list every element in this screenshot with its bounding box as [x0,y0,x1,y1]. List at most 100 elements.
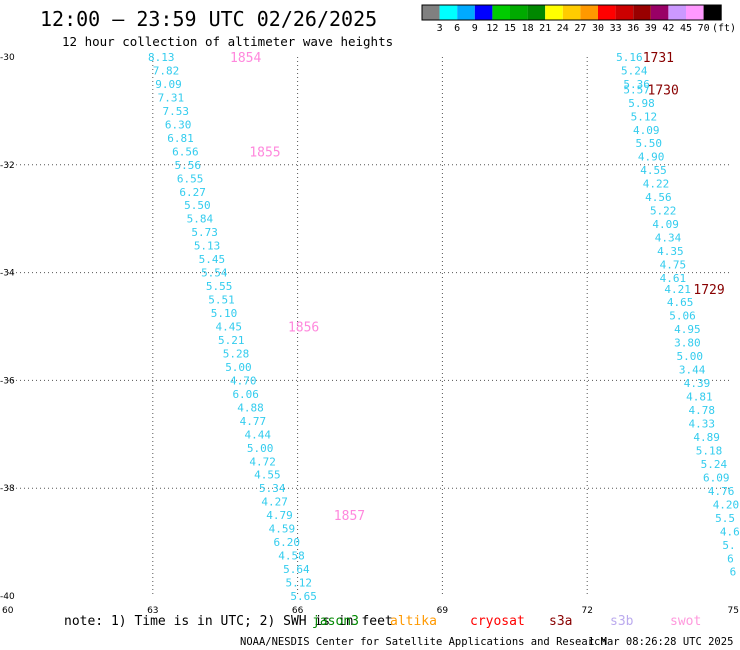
pass-time-label: 1857 [334,509,365,524]
wave-height-value: 7.53 [162,105,189,118]
wave-height-value: 7.82 [153,64,180,77]
wave-height-value: 4.44 [245,428,272,441]
legend-swatch [492,5,510,20]
pass-time-label: 1855 [249,145,280,160]
legend-label: 30 [592,23,604,34]
legend-label: 36 [627,23,639,34]
x-tick-label: 63 [147,606,158,616]
legend-label: 3 [437,23,443,34]
wave-height-value: 3.80 [674,337,701,350]
wave-height-value: 5.00 [676,350,703,363]
y-tick-label: -40 [0,592,15,602]
wave-height-value: 4.45 [216,321,243,334]
pass-time-label: 1731 [643,51,674,66]
wave-height-value: 4.89 [693,431,720,444]
footer-timestamp: 1 Mar 08:26:28 UTC 2025 [588,636,733,648]
legend-label: 42 [662,23,674,34]
legend-swatch [422,5,440,20]
wave-height-value: 5.54 [201,267,228,280]
wave-height-value: 4.6 [720,525,740,538]
y-tick-label: -38 [0,484,15,494]
wave-height-value: 4.88 [237,401,264,414]
wave-height-value: 4.58 [278,550,305,563]
wave-height-value: 4.34 [655,232,682,245]
footer-credit: NOAA/NESDIS Center for Satellite Applica… [240,636,607,648]
wave-height-value: 5.50 [635,137,662,150]
wave-height-value: 4.55 [254,469,281,482]
legend-label: 9 [472,23,478,34]
color-legend: 3 6 9 12 15 18 21 24 27 30 33 36 39 42 45 70 [421,4,722,34]
wave-height-value: 4.27 [261,496,288,509]
wave-height-value: 5.13 [194,240,221,253]
wave-height-value: 4.81 [686,391,713,404]
legend-label: 24 [557,23,569,34]
wave-height-value: 5.50 [184,199,211,212]
pass-time-label: 1729 [693,283,724,298]
wave-height-value: 6 [730,566,737,579]
legend-swatch [633,5,651,20]
wave-height-value: 6.06 [232,388,259,401]
x-tick-label: 75 [728,606,739,616]
wave-height-value: 5.56 [175,159,202,172]
legend-swatch [668,5,686,20]
x-tick-label: 72 [581,606,592,616]
wave-height-value: 4.75 [660,259,687,272]
legend-unit: (ft) [712,23,736,34]
wave-height-value: 4.21 [664,283,691,296]
wave-height-value: 5.55 [206,280,233,293]
wave-height-value: 5.24 [701,458,728,471]
wave-height-value: 4.22 [643,178,670,191]
wave-height-value: 5.21 [218,334,245,347]
legend-swatch [457,5,475,20]
wave-height-value: 4.09 [652,218,679,231]
wave-height-value: 7.31 [158,91,185,104]
legend-label: 21 [539,23,551,34]
chart-subtitle: 12 hour collection of altimeter wave hei… [62,34,393,49]
wave-height-value: 4.70 [230,374,257,387]
wave-height-value: 5.5 [715,512,735,525]
legend-swatch [562,5,581,20]
legend-swatch [703,5,722,20]
plot-grid [8,57,732,596]
wave-height-value: 4.78 [689,404,716,417]
wave-height-value: 5.06 [669,310,696,323]
legend-label: 12 [486,23,498,34]
wave-height-value: 6.81 [167,132,194,145]
wave-height-value: 6.27 [179,186,206,199]
legend-label: 33 [610,23,622,34]
chart-title: 12:00 — 23:59 UTC 02/26/2025 [40,7,377,31]
legend-label: 70 [698,23,710,34]
wave-height-value: 5.65 [290,590,317,603]
wave-height-value: 6.09 [703,471,730,484]
wave-height-value: 9.09 [155,78,182,91]
wave-height-value: 5.84 [187,213,214,226]
wave-height-value: 5.12 [631,110,658,123]
wave-height-value: 4.56 [645,191,672,204]
wave-height-value: 5.34 [259,482,286,495]
satellite-label-altika: altika [390,614,437,629]
wave-height-value: 4.77 [240,415,267,428]
wave-height-value: 6 [727,552,734,565]
wave-height-value: 5.36 [623,78,650,91]
wave-height-value: 6.20 [273,536,300,549]
wave-height-value: 5.51 [208,294,235,307]
wave-height-value: 5. [722,539,735,552]
wave-height-value: 4.20 [713,498,740,511]
wave-height-value: 6.56 [172,145,199,158]
legend-swatch [439,5,458,20]
legend-swatch [527,5,546,20]
legend-swatch [474,5,493,20]
wave-height-value: 5.22 [650,205,677,218]
satellite-label-jason3: jason3 [312,614,359,629]
satellite-label-cryosat: cryosat [470,614,525,629]
legend-label: 39 [645,23,657,34]
wave-height-value: 4.61 [660,272,687,285]
wave-height-value: 4.79 [266,509,293,522]
wave-height-value: 5.64 [283,563,310,576]
legend-label: 45 [680,23,692,34]
legend-frame [421,4,722,21]
legend-label: 15 [504,23,516,34]
legend-swatch [598,5,616,20]
legend-swatch [545,5,563,20]
